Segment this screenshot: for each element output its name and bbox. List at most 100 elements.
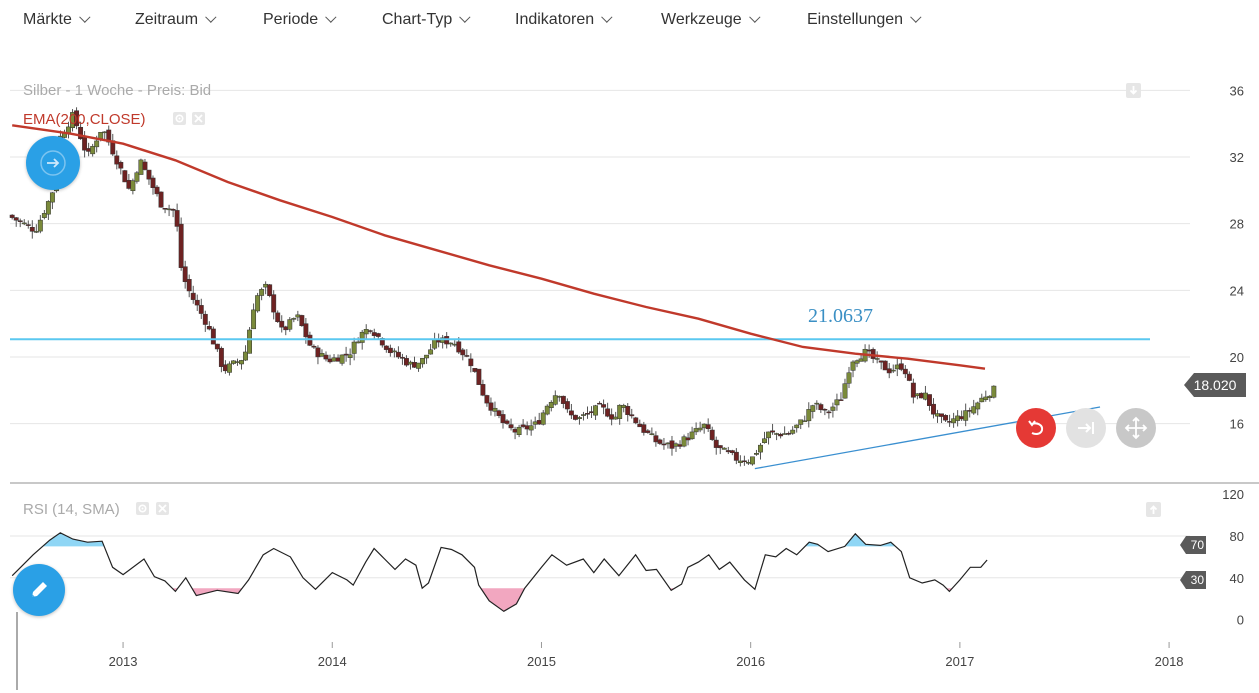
- menu-einstellungen[interactable]: Einstellungen: [807, 11, 922, 29]
- candle-body: [589, 411, 594, 413]
- candle-body: [822, 408, 828, 411]
- candle-body: [404, 358, 409, 366]
- candle-body: [798, 419, 804, 425]
- candle-body: [814, 402, 820, 405]
- candle-body: [540, 412, 546, 425]
- candle-body: [782, 433, 788, 435]
- candle-body: [182, 266, 188, 283]
- download-icon[interactable]: [1126, 83, 1141, 98]
- candle-body: [424, 354, 430, 359]
- candle-body: [906, 373, 912, 381]
- menu-werkzeuge[interactable]: Werkzeuge: [661, 11, 761, 29]
- candle-body: [210, 328, 216, 345]
- menu-label: Einstellungen: [807, 11, 904, 28]
- price-chart[interactable]: 16 20 24 28 32 36 0 40 80 120 2013 2014 2015 2016 2017…: [0, 42, 1259, 693]
- candle-body: [436, 340, 442, 343]
- candle-body: [49, 192, 55, 203]
- candle-body: [939, 413, 944, 417]
- move-icon[interactable]: [1116, 408, 1156, 448]
- candle-body: [975, 402, 981, 410]
- candle-body: [178, 223, 184, 268]
- menu-periode[interactable]: Periode: [263, 11, 337, 29]
- ema-200-line: [12, 124, 986, 370]
- candle-body: [552, 395, 558, 405]
- undo-icon[interactable]: [1016, 408, 1056, 448]
- candle-body: [524, 425, 530, 430]
- candle-body: [347, 354, 353, 358]
- candle-body: [621, 405, 627, 408]
- candle-body: [987, 395, 993, 398]
- candle-body: [810, 405, 816, 412]
- candle-body: [778, 433, 784, 437]
- extend-icon[interactable]: [1066, 408, 1106, 448]
- menu-maerkte[interactable]: Märkte: [23, 11, 91, 29]
- candle-body: [343, 353, 349, 356]
- ema-label[interactable]: EMA(200,CLOSE): [23, 111, 146, 128]
- candle-body: [858, 358, 864, 362]
- candle-body: [850, 361, 856, 371]
- pencil-icon[interactable]: [13, 564, 65, 616]
- candle-body: [882, 360, 888, 371]
- candle-body: [697, 427, 703, 431]
- gear-icon[interactable]: [136, 502, 149, 515]
- candle-body: [339, 354, 345, 364]
- candle-body: [146, 169, 152, 180]
- menu-indikatoren[interactable]: Indikatoren: [515, 11, 613, 29]
- candle-body: [275, 312, 281, 323]
- candle-body: [134, 172, 140, 182]
- candle-body: [653, 435, 659, 443]
- candle-body: [774, 433, 780, 435]
- candle-body: [617, 404, 623, 419]
- candle-body: [484, 395, 490, 404]
- candle-body: [705, 424, 711, 430]
- candle-body: [102, 131, 108, 134]
- rsi-tick-label: 40: [1230, 571, 1244, 586]
- upload-icon[interactable]: [1146, 502, 1161, 517]
- candle-body: [741, 460, 747, 463]
- candle-body: [231, 360, 236, 364]
- close-icon[interactable]: [192, 112, 205, 125]
- price-tick-label: 16: [1230, 417, 1244, 432]
- candle-body: [512, 428, 518, 433]
- candle-body: [693, 428, 699, 433]
- price-tick-label: 32: [1230, 150, 1244, 165]
- candle-body: [943, 415, 949, 421]
- candle-body: [331, 357, 337, 362]
- candle-body: [834, 399, 840, 406]
- menu-chart-typ[interactable]: Chart-Typ: [382, 11, 471, 29]
- menu-zeitraum[interactable]: Zeitraum: [135, 11, 217, 29]
- candle-body: [371, 332, 377, 336]
- x-tick-label: 2015: [527, 654, 556, 669]
- candle-body: [790, 429, 796, 434]
- candle-body: [766, 431, 771, 439]
- candle-body: [508, 424, 514, 429]
- candle-body: [355, 341, 361, 344]
- gear-icon[interactable]: [173, 112, 186, 125]
- candle-body: [363, 329, 369, 335]
- rsi-label: RSI (14, SMA): [23, 501, 120, 518]
- menu-label: Werkzeuge: [661, 11, 742, 28]
- candle-body: [870, 349, 876, 359]
- candle-body: [460, 349, 466, 356]
- candle-body: [226, 363, 232, 373]
- rsi-oversold-fill: [12, 588, 988, 612]
- candle-body: [375, 333, 381, 337]
- price-tick-label: 20: [1230, 350, 1244, 365]
- candle-body: [9, 214, 15, 218]
- candle-body: [25, 224, 31, 226]
- candle-body: [17, 220, 23, 222]
- candle-body: [838, 399, 844, 401]
- menu-bar: Märkte Zeitraum Periode Chart-Typ Indika…: [0, 0, 1259, 42]
- chevron-down-icon: [459, 11, 471, 23]
- candle-body: [826, 411, 832, 414]
- close-icon[interactable]: [156, 502, 169, 515]
- arrow-right-icon[interactable]: [26, 136, 80, 190]
- candle-body: [335, 357, 341, 362]
- candle-body: [214, 343, 220, 350]
- candle-body: [114, 155, 120, 165]
- resistance-label: 21.0637: [808, 305, 873, 327]
- candle-body: [846, 372, 852, 384]
- candle-body: [194, 299, 200, 306]
- candle-body: [701, 423, 707, 429]
- candle-body: [637, 423, 643, 428]
